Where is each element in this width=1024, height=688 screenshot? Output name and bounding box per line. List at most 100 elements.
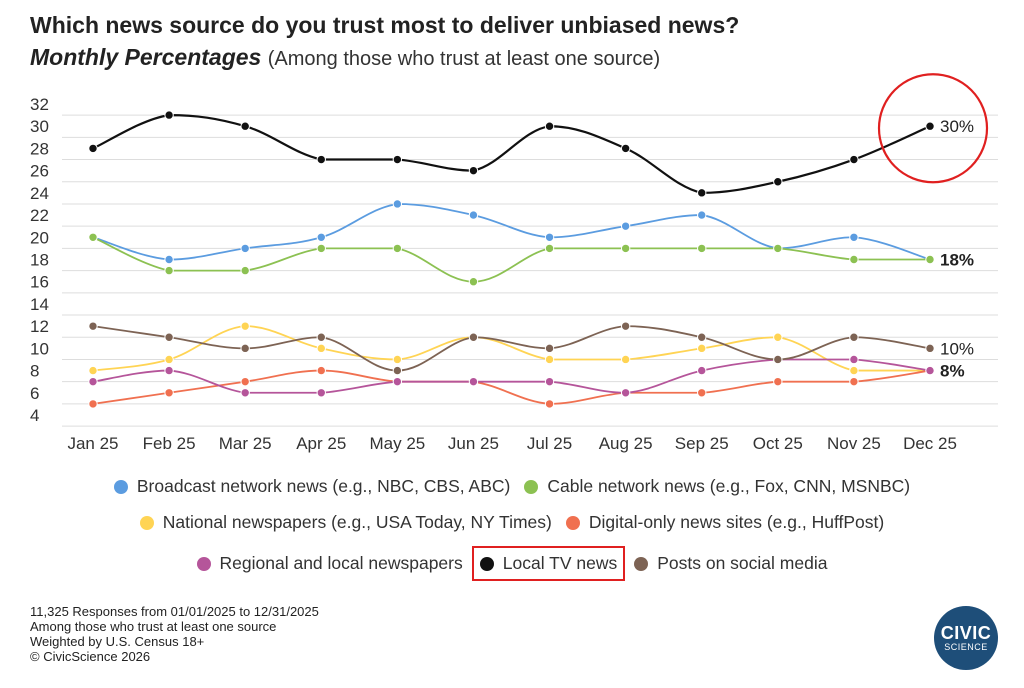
data-point-regional-and-local-newspapers xyxy=(164,365,174,376)
legend-swatch xyxy=(524,479,539,494)
data-point-cable-network-news xyxy=(925,254,935,265)
data-point-national-newspapers xyxy=(697,343,707,354)
data-point-broadcast-network-news xyxy=(468,210,479,220)
legend-swatch xyxy=(113,479,128,494)
x-tick-label: Mar 25 xyxy=(219,434,272,453)
data-point-local-tv-news xyxy=(849,154,859,165)
data-point-local-tv-news xyxy=(697,188,707,198)
data-point-regional-and-local-newspapers xyxy=(544,376,555,387)
legend-item-regional-and-local-newspapers: Regional and local newspapers xyxy=(196,553,463,574)
legend-swatch xyxy=(196,556,211,571)
data-point-digital-only-news-sites xyxy=(164,388,174,398)
y-tick-label: 14 xyxy=(30,295,49,314)
footnote-line: © CivicScience 2026 xyxy=(30,649,151,664)
data-point-broadcast-network-news xyxy=(164,254,174,265)
data-point-cable-network-news xyxy=(468,277,479,287)
data-point-regional-and-local-newspapers xyxy=(620,388,631,398)
data-point-local-tv-news xyxy=(925,121,935,131)
data-point-posts-on-social-media xyxy=(164,332,174,342)
x-tick-label: Jan 25 xyxy=(67,434,118,453)
series-line-regional-and-local-newspapers xyxy=(92,358,931,394)
data-point-cable-network-news xyxy=(773,243,783,254)
legend-swatch xyxy=(479,556,494,571)
data-point-national-newspapers xyxy=(316,343,326,354)
data-point-cable-network-news xyxy=(240,265,250,276)
footnote-line: Among those who trust at least one sourc… xyxy=(30,619,277,634)
data-point-national-newspapers xyxy=(849,365,859,376)
legend-row: Broadcast network news (e.g., NBC, CBS, … xyxy=(0,476,1024,497)
legend-item-posts-on-social-media: Posts on social media xyxy=(634,553,827,574)
data-point-local-tv-news xyxy=(164,110,174,120)
y-tick-label: 24 xyxy=(30,184,49,203)
data-point-digital-only-news-sites xyxy=(773,376,783,387)
data-point-regional-and-local-newspapers xyxy=(316,388,326,398)
legend-row: National newspapers (e.g., USA Today, NY… xyxy=(0,512,1024,533)
data-point-local-tv-news xyxy=(620,143,631,154)
data-point-local-tv-news xyxy=(240,121,250,131)
y-tick-label: 12 xyxy=(30,317,49,336)
legend-label: National newspapers (e.g., USA Today, NY… xyxy=(162,512,552,532)
data-point-regional-and-local-newspapers xyxy=(849,354,859,365)
data-point-digital-only-news-sites xyxy=(240,376,250,387)
legend-item-national-newspapers: National newspapers (e.g., USA Today, NY… xyxy=(139,512,552,533)
data-point-broadcast-network-news xyxy=(849,232,859,242)
y-tick-label: 18 xyxy=(30,251,49,270)
y-tick-label: 28 xyxy=(30,139,49,158)
data-point-regional-and-local-newspapers xyxy=(468,376,479,387)
subtitle-note: (Among those who trust at least one sour… xyxy=(267,48,661,70)
chart-title: Which news source do you trust most to d… xyxy=(30,12,740,38)
data-point-posts-on-social-media xyxy=(392,365,403,376)
y-tick-label: 16 xyxy=(30,273,49,292)
data-point-posts-on-social-media xyxy=(316,332,326,342)
y-tick-label: 26 xyxy=(30,162,49,181)
data-point-cable-network-news xyxy=(392,243,403,254)
y-tick-label: 32 xyxy=(30,95,49,114)
data-point-posts-on-social-media xyxy=(240,343,250,354)
data-point-posts-on-social-media xyxy=(468,332,479,342)
data-point-regional-and-local-newspapers xyxy=(697,365,707,376)
data-point-broadcast-network-news xyxy=(697,210,707,220)
footnote-line: 11,325 Responses from 01/01/2025 to 12/3… xyxy=(30,604,319,619)
y-tick-label: 10 xyxy=(30,339,49,358)
data-point-broadcast-network-news xyxy=(240,243,250,254)
civicscience-logo: CIVIC SCIENCE xyxy=(934,606,998,670)
data-point-local-tv-news xyxy=(468,165,479,176)
legend-row: Regional and local newspapers Local TV ne… xyxy=(0,546,1024,581)
data-point-national-newspapers xyxy=(392,354,403,365)
data-point-local-tv-news xyxy=(544,121,555,131)
data-point-regional-and-local-newspapers xyxy=(392,376,403,387)
legend-item-local-tv-news: Local TV news xyxy=(471,546,626,581)
data-point-digital-only-news-sites xyxy=(849,376,859,387)
x-tick-label: Feb 25 xyxy=(143,434,196,453)
chart-subtitle: Monthly Percentages (Among those who tru… xyxy=(30,44,660,71)
logo-line-1: CIVIC xyxy=(940,622,992,643)
data-point-national-newspapers xyxy=(773,332,783,342)
legend-swatch xyxy=(565,515,580,530)
y-tick-label: 8 xyxy=(30,362,39,381)
data-point-cable-network-news xyxy=(88,232,98,242)
data-point-digital-only-news-sites xyxy=(544,399,555,409)
data-point-posts-on-social-media xyxy=(697,332,707,342)
legend-item-cable-network-news: Cable network news (e.g., Fox, CNN, MSNB… xyxy=(524,476,910,497)
end-value-label: 18% xyxy=(940,251,974,270)
x-tick-label: Dec 25 xyxy=(903,434,957,453)
line-chart: 4 6 8 10 12 14 16 18 20 22 24 26 28 30 32 Jan 25 Feb 25 M… xyxy=(30,73,998,453)
data-point-local-tv-news xyxy=(316,154,326,165)
end-value-label: 10% xyxy=(940,339,974,358)
legend-label: Posts on social media xyxy=(657,553,828,573)
y-tick-label: 22 xyxy=(30,206,49,225)
series-line-national-newspapers xyxy=(92,325,930,372)
data-point-posts-on-social-media xyxy=(620,321,631,331)
data-point-cable-network-news xyxy=(164,265,174,276)
legend-label: Regional and local newspapers xyxy=(219,553,463,573)
data-point-posts-on-social-media xyxy=(88,321,98,331)
legend-label: Local TV news xyxy=(502,553,618,573)
legend-label: Cable network news (e.g., Fox, CNN, MSNB… xyxy=(547,476,911,496)
y-tick-label: 20 xyxy=(30,228,49,247)
data-point-local-tv-news xyxy=(773,177,783,187)
data-point-regional-and-local-newspapers xyxy=(240,388,250,398)
data-point-digital-only-news-sites xyxy=(316,365,326,376)
data-point-cable-network-news xyxy=(544,243,555,254)
data-point-broadcast-network-news xyxy=(544,232,555,242)
data-point-national-newspapers xyxy=(164,354,174,365)
